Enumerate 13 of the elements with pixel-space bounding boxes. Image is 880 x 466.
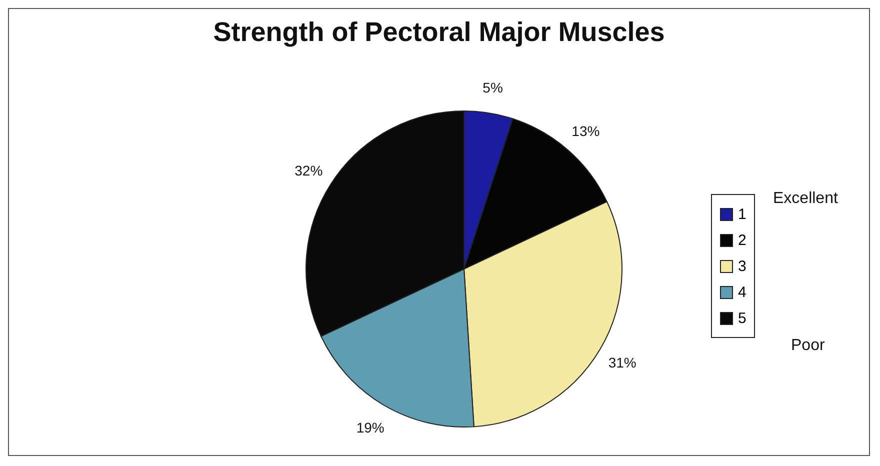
data-label: 31% [608, 354, 636, 371]
legend-label: 1 [738, 206, 746, 222]
legend-label: 2 [738, 232, 746, 248]
data-label: 19% [356, 419, 384, 436]
legend-label: 5 [738, 310, 746, 326]
data-label: 5% [482, 79, 503, 96]
legend-label: 3 [738, 258, 746, 274]
data-label: 13% [572, 122, 600, 139]
data-label: 32% [294, 162, 323, 178]
text: Excellent [773, 190, 838, 208]
chart-title: Strength of Pectoral Major Muscles [212, 17, 666, 48]
legend-label: 4 [738, 284, 746, 300]
text: Poor [791, 337, 825, 355]
